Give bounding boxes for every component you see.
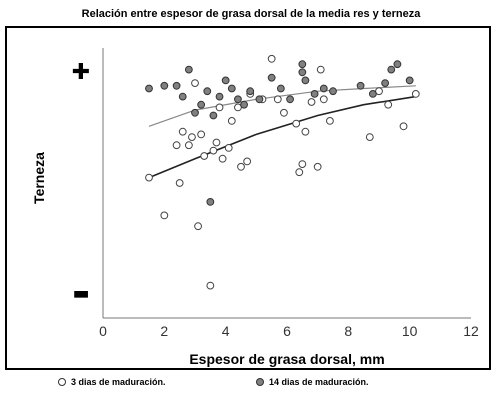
data-point-14-dias (191, 108, 199, 117)
data-point-3-dias (175, 179, 184, 187)
data-point-3-dias (206, 281, 215, 290)
data-point-3-dias (160, 211, 169, 220)
data-point-14-dias (215, 92, 224, 101)
data-point-14-dias (160, 81, 169, 90)
data-point-3-dias (224, 144, 233, 152)
data-point-3-dias (301, 127, 310, 136)
data-point-3-dias (172, 141, 181, 150)
data-point-3-dias (411, 90, 420, 98)
data-point-14-dias (276, 84, 285, 93)
trendline-14-dias (148, 85, 416, 127)
data-point-3-dias (399, 122, 408, 131)
data-point-14-dias (319, 84, 328, 93)
data-point-3-dias (218, 154, 227, 163)
data-point-14-dias (246, 87, 255, 96)
x-tick-label: 2 (160, 323, 168, 339)
x-tick-label: 4 (222, 323, 230, 339)
data-point-14-dias (184, 65, 193, 74)
x-tick-label: 12 (463, 323, 479, 339)
data-point-14-dias (206, 198, 215, 206)
data-point-14-dias (381, 79, 390, 87)
data-point-14-dias (298, 68, 307, 77)
x-tick-label: 8 (344, 323, 352, 339)
data-point-3-dias (184, 141, 193, 150)
data-point-14-dias (203, 87, 212, 96)
data-point-14-dias (145, 84, 153, 93)
data-point-14-dias (209, 111, 218, 120)
data-point-3-dias (298, 160, 307, 169)
trendline-3-dias (148, 95, 416, 179)
data-point-14-dias (310, 90, 319, 98)
data-point-14-dias (172, 81, 181, 90)
legend-label-14-dias: 14 dias de maduración. (269, 377, 369, 387)
data-point-3-dias (178, 127, 187, 136)
data-point-3-dias (191, 79, 199, 87)
data-point-14-dias (286, 95, 294, 104)
filled-circle-icon (256, 378, 264, 386)
legend-item-3-dias: 3 dias de maduración. (58, 377, 166, 387)
data-point-3-dias (326, 117, 334, 125)
data-point-3-dias (209, 146, 218, 155)
data-point-3-dias (295, 168, 304, 177)
data-point-14-dias (301, 76, 310, 85)
chart-title: Relación entre espesor de grasa dorsal d… (81, 8, 421, 20)
data-point-3-dias (215, 103, 224, 112)
x-axis-label: Espesor de grasa dorsal, mm (189, 351, 384, 367)
data-point-14-dias (356, 81, 365, 90)
x-tick-label: 0 (99, 323, 107, 339)
data-point-14-dias (227, 84, 236, 93)
data-point-14-dias (255, 95, 264, 104)
x-tick-label: 6 (283, 323, 291, 339)
data-point-14-dias (393, 60, 402, 69)
data-point-3-dias (145, 173, 153, 182)
data-point-3-dias (384, 100, 393, 109)
data-point-14-dias (197, 100, 206, 109)
legend-item-14-dias: 14 dias de maduración. (256, 377, 369, 387)
data-point-3-dias (237, 162, 245, 171)
data-point-3-dias (313, 162, 322, 171)
open-circle-icon (58, 378, 66, 386)
data-point-3-dias (197, 130, 206, 139)
data-point-3-dias (280, 108, 288, 117)
data-point-3-dias (188, 133, 196, 142)
data-point-14-dias (221, 76, 230, 85)
data-point-14-dias (234, 95, 242, 104)
data-point-14-dias (267, 73, 276, 82)
data-point-14-dias (405, 76, 414, 85)
x-tick-label: 10 (402, 323, 418, 339)
chart-frame (5, 26, 491, 370)
data-point-3-dias (227, 117, 236, 125)
data-point-3-dias (194, 222, 202, 231)
y-axis-label: Terneza (31, 152, 47, 204)
legend-label-3-dias: 3 dias de maduración. (71, 377, 166, 387)
data-point-14-dias (368, 90, 377, 98)
data-point-14-dias (240, 100, 248, 109)
data-point-3-dias (316, 65, 325, 74)
data-point-14-dias (298, 60, 307, 69)
data-point-3-dias (307, 98, 316, 106)
data-point-14-dias (387, 65, 396, 74)
data-point-3-dias (267, 54, 276, 63)
data-point-3-dias (319, 95, 328, 104)
data-point-3-dias (365, 133, 374, 142)
y-top-plus-marker: ✚ (72, 60, 90, 85)
data-point-3-dias (200, 152, 209, 160)
data-point-3-dias (243, 157, 252, 166)
data-point-3-dias (212, 138, 221, 147)
data-point-3-dias (273, 95, 282, 104)
y-bottom-minus-marker: ▬ (72, 283, 89, 304)
data-point-14-dias (329, 87, 337, 96)
data-point-14-dias (178, 92, 187, 101)
data-point-3-dias (292, 119, 301, 128)
